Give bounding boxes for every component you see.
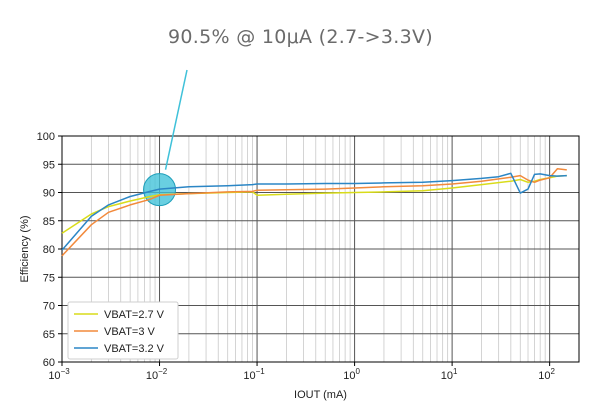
x-tick-label: 102: [538, 367, 555, 382]
legend-label: VBAT=2.7 V: [104, 309, 165, 321]
x-tick-label: 10−3: [48, 367, 70, 382]
legend-label: VBAT=3 V: [104, 326, 156, 338]
y-tick-label: 75: [43, 272, 55, 284]
series-line: [61, 172, 567, 251]
callout-text: 90.5% @ 10μA (2.7->3.3V): [168, 26, 433, 48]
legend-box: [67, 301, 179, 360]
y-tick-label: 85: [43, 216, 55, 228]
series-line: [61, 174, 567, 234]
x-tick-label: 10−2: [146, 367, 168, 382]
y-tick-label: 90: [43, 188, 55, 200]
series-line: [61, 168, 567, 257]
y-tick-label: 100: [37, 131, 55, 143]
x-tick-label: 101: [441, 367, 458, 382]
series-layer: [61, 168, 567, 257]
y-tick-label: 95: [43, 159, 55, 171]
callout-leader-line: [164, 69, 188, 170]
x-tick-label: 10−1: [243, 367, 265, 382]
y-axis-label: Efficiency (%): [19, 215, 31, 282]
x-axis-label: IOUT (mA): [294, 389, 347, 401]
y-tick-label: 60: [43, 357, 55, 369]
legend: VBAT=2.7 V VBAT=3 V VBAT=3.2 V: [67, 301, 179, 360]
legend-label: VBAT=3.2 V: [104, 343, 165, 355]
y-tick-label: 80: [43, 244, 55, 256]
x-tick-label: 100: [343, 367, 360, 382]
y-tick-label: 70: [43, 301, 55, 313]
y-tick-label: 65: [43, 329, 55, 341]
